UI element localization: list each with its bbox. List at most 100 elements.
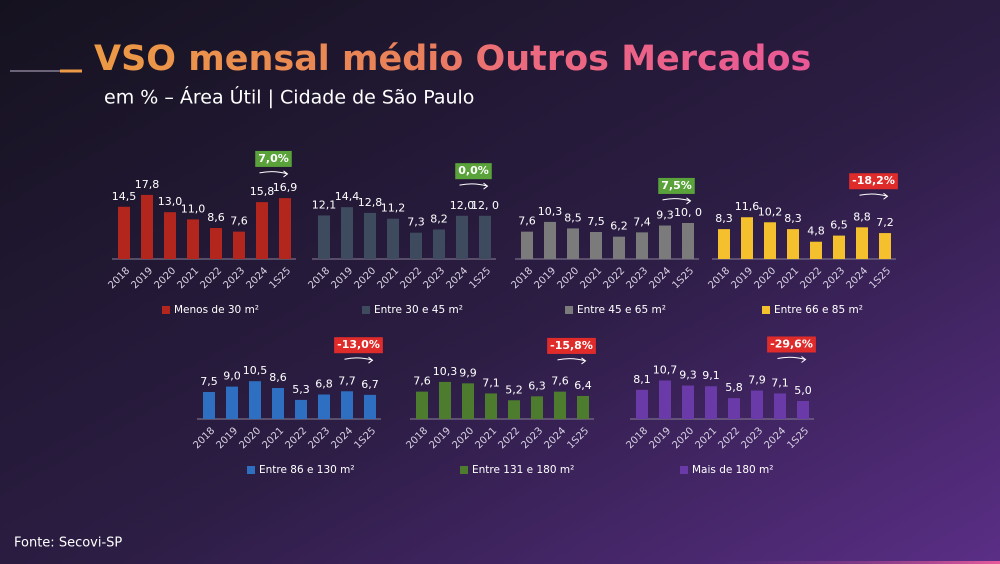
value-label: 7,6 xyxy=(551,375,569,388)
bar xyxy=(764,222,776,259)
change-badge-label: 7,0% xyxy=(258,152,289,165)
bar xyxy=(233,231,245,259)
bar xyxy=(187,219,199,259)
value-label: 5,3 xyxy=(292,383,310,396)
arrow xyxy=(459,182,489,190)
bar xyxy=(279,198,291,259)
bar xyxy=(364,212,376,259)
bar xyxy=(203,392,215,419)
value-label: 7,5 xyxy=(587,215,605,228)
value-label: 11,6 xyxy=(735,200,760,213)
decor-line xyxy=(700,561,1000,564)
value-label: 5,0 xyxy=(794,384,812,397)
change-badge-label: -29,6% xyxy=(770,337,813,350)
value-label: 8,3 xyxy=(715,212,733,225)
bar xyxy=(577,395,589,419)
bar xyxy=(318,215,330,259)
change-badge-label: 7,5% xyxy=(661,179,692,192)
value-label: 6,3 xyxy=(528,379,546,392)
change-badge-label: -15,8% xyxy=(550,339,593,352)
value-label: 13,0 xyxy=(158,195,183,208)
value-label: 10,7 xyxy=(653,363,678,376)
value-label: 4,8 xyxy=(807,225,825,238)
bar xyxy=(521,231,533,259)
value-label: 11,2 xyxy=(381,202,406,215)
value-label: 15,8 xyxy=(250,185,275,198)
legend-label: Entre 45 e 65 m² xyxy=(577,304,666,316)
bar xyxy=(272,388,284,419)
bar xyxy=(479,215,491,259)
value-label: 12,8 xyxy=(358,196,383,209)
legend-label: Entre 86 e 130 m² xyxy=(259,464,355,476)
value-label: 14,4 xyxy=(335,190,360,203)
bar xyxy=(682,385,694,419)
bar xyxy=(833,235,845,259)
legend-label: Mais de 180 m² xyxy=(692,464,774,476)
value-label: 8,6 xyxy=(269,371,287,384)
source: Fonte: Secovi-SP xyxy=(14,536,122,551)
value-label: 8,5 xyxy=(564,211,582,224)
subtitle: em % – Área Útil | Cidade de São Paulo xyxy=(104,85,474,109)
change-badge-label: -13,0% xyxy=(337,338,380,351)
value-label: 7,2 xyxy=(876,216,894,229)
value-label: 7,6 xyxy=(413,375,431,388)
value-label: 6,5 xyxy=(830,219,848,232)
value-label: 9,0 xyxy=(223,370,241,383)
bar xyxy=(456,215,468,259)
value-label: 8,2 xyxy=(430,212,448,225)
legend-label: Entre 131 e 180 m² xyxy=(472,464,574,476)
value-label: 12,1 xyxy=(312,198,337,211)
bar xyxy=(728,398,740,419)
value-label: 10,3 xyxy=(538,205,563,218)
arrow xyxy=(662,197,692,205)
value-label: 8,6 xyxy=(207,211,225,224)
value-label: 5,8 xyxy=(725,381,743,394)
change-badge xyxy=(767,336,816,353)
bar xyxy=(318,394,330,419)
value-label: 6,2 xyxy=(610,220,628,233)
bar xyxy=(410,232,422,259)
change-badge xyxy=(849,173,898,190)
bar xyxy=(613,236,625,259)
legend-swatch xyxy=(362,306,370,314)
value-label: 9,9 xyxy=(459,366,477,379)
bar xyxy=(433,229,445,259)
bar xyxy=(531,396,543,419)
legend-swatch xyxy=(460,466,468,474)
arrow xyxy=(859,192,889,200)
value-label: 9,1 xyxy=(702,369,720,382)
bar xyxy=(682,223,694,259)
bar xyxy=(787,229,799,259)
value-label: 7,5 xyxy=(200,375,218,388)
bar xyxy=(341,391,353,419)
bar xyxy=(659,380,671,419)
bar xyxy=(636,389,648,419)
legend-swatch xyxy=(565,306,573,314)
bar xyxy=(810,241,822,259)
bar xyxy=(544,221,556,259)
value-label: 6,7 xyxy=(361,378,379,391)
value-label: 9,3 xyxy=(679,369,697,382)
legend-swatch xyxy=(162,306,170,314)
change-badge xyxy=(455,163,492,180)
bar xyxy=(226,386,238,419)
legend-swatch xyxy=(762,306,770,314)
legend-swatch xyxy=(247,466,255,474)
arrow xyxy=(777,356,807,363)
arrow xyxy=(557,357,587,365)
value-label: 12,0 xyxy=(450,199,475,212)
value-label: 7,4 xyxy=(633,215,651,228)
value-label: 11,0 xyxy=(181,202,206,215)
bar xyxy=(416,391,428,419)
value-label: 8,8 xyxy=(853,210,871,223)
value-label: 10,5 xyxy=(243,364,268,377)
value-label: 7,6 xyxy=(230,215,248,228)
change-badge-label: -18,2% xyxy=(852,174,895,187)
change-badge xyxy=(658,177,695,194)
value-label: 7,7 xyxy=(338,374,356,387)
bar xyxy=(249,381,261,419)
value-label: 17,8 xyxy=(135,178,160,191)
